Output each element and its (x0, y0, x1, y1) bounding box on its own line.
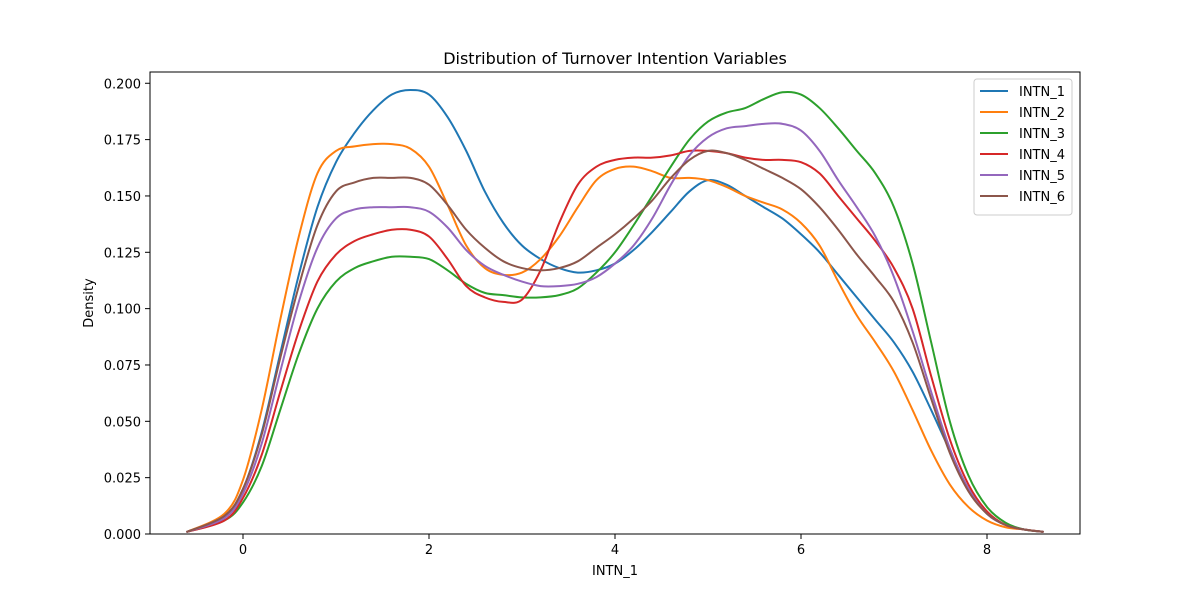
legend: INTN_1 INTN_2 INTN_3 INTN_4 INTN_5 INTN_6 (973, 78, 1073, 216)
series-line-intn-2 (186, 142, 1044, 533)
x-tick-label: 0 (239, 543, 247, 558)
x-tick-label: 4 (611, 543, 619, 558)
y-tick-label: 0.150 (104, 190, 141, 205)
plot-frame (149, 71, 1081, 535)
legend-label: INTN_2 (1019, 106, 1065, 121)
y-axis-label: Density (82, 278, 97, 328)
y-tick-label: 0.200 (104, 77, 141, 92)
x-tick-label: 8 (983, 543, 991, 558)
x-tick-label: 6 (797, 543, 805, 558)
y-tick-label: 0.025 (104, 472, 141, 487)
x-axis-label: INTN_1 (592, 564, 638, 579)
legend-label: INTN_6 (1019, 190, 1065, 205)
series-line-intn-6 (186, 149, 1044, 533)
x-axis: 0 2 4 6 8 (239, 534, 991, 558)
legend-label: INTN_4 (1019, 148, 1065, 163)
chart-title: Distribution of Turnover Intention Varia… (443, 49, 787, 68)
y-tick-label: 0.050 (104, 415, 141, 430)
x-tick-label: 2 (425, 543, 433, 558)
series-line-intn-5 (186, 122, 1044, 533)
y-tick-label: 0.000 (104, 528, 141, 543)
y-axis: 0.000 0.025 0.050 0.075 0.100 0.125 0.150 0.175… (104, 77, 150, 543)
y-tick-label: 0.075 (104, 359, 141, 374)
y-tick-label: 0.100 (104, 303, 141, 318)
series-line-intn-3 (186, 90, 1044, 533)
legend-label: INTN_3 (1019, 127, 1065, 142)
series-layer (186, 89, 1044, 533)
legend-label: INTN_1 (1019, 85, 1065, 100)
y-tick-label: 0.175 (104, 134, 141, 149)
legend-label: INTN_5 (1019, 169, 1065, 184)
series-line-intn-4 (186, 149, 1044, 533)
y-tick-label: 0.125 (104, 246, 141, 261)
